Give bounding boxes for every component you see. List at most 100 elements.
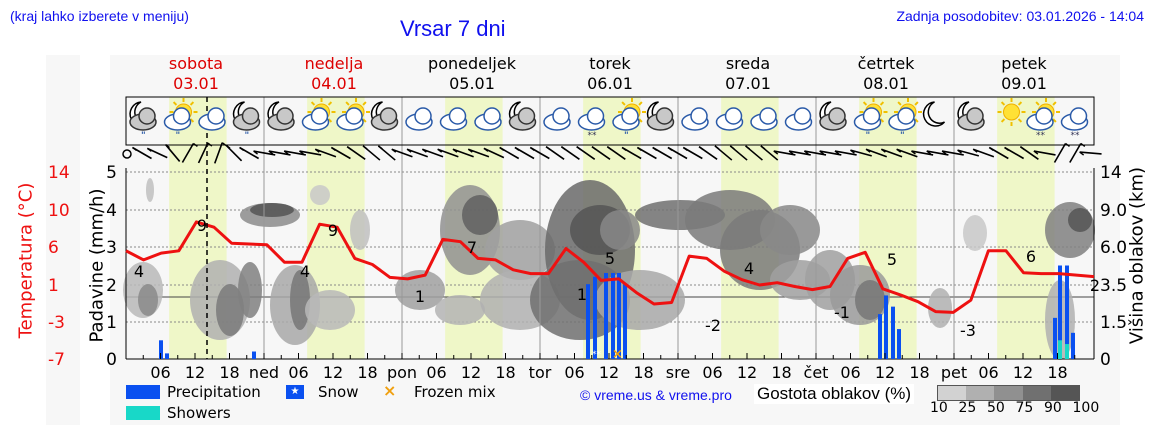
svg-text:1: 1 bbox=[106, 313, 117, 333]
night-cloud-icon bbox=[508, 101, 537, 131]
precipitation-bars: ** × bbox=[159, 265, 1075, 362]
temp-axis-panel bbox=[46, 55, 80, 425]
svg-text:-3: -3 bbox=[48, 313, 65, 333]
precip-bar bbox=[897, 329, 901, 359]
showers-legend-swatch bbox=[126, 406, 160, 420]
cloud-blob bbox=[963, 215, 987, 251]
cloud-blob bbox=[350, 210, 370, 250]
cloudy-icon bbox=[405, 107, 433, 131]
day-separators bbox=[263, 97, 955, 359]
temp-point-label: 6 bbox=[1026, 247, 1036, 266]
cloud-blob bbox=[435, 295, 485, 325]
svg-text:12: 12 bbox=[875, 363, 895, 382]
cloudy-icon bbox=[750, 107, 778, 131]
density-tick: 75 bbox=[1015, 400, 1034, 416]
svg-text:": " bbox=[176, 131, 181, 141]
svg-text:12: 12 bbox=[323, 363, 343, 382]
night-cloud-icon bbox=[646, 101, 675, 131]
cloud-blob bbox=[305, 290, 355, 330]
cloud-snow-icon: ** bbox=[1060, 107, 1089, 141]
temp-point-label: 5 bbox=[887, 250, 897, 269]
night-cloud-icon bbox=[819, 101, 847, 131]
svg-text:06: 06 bbox=[288, 363, 308, 382]
location-hint: (kraj lahko izberete v meniju) bbox=[10, 8, 189, 24]
svg-text:9.0: 9.0 bbox=[1100, 201, 1127, 221]
last-update: Zadnja posodobitev: 03.01.2026 - 14:04 bbox=[896, 8, 1144, 24]
precip-bar bbox=[617, 272, 621, 359]
temp-point-label: 9 bbox=[197, 216, 207, 235]
precipitation-legend-swatch bbox=[126, 385, 160, 399]
page-title: Vrsar 7 dni bbox=[400, 16, 506, 41]
svg-text:18: 18 bbox=[909, 363, 929, 382]
daylight-band bbox=[997, 97, 1055, 359]
precip-bar bbox=[1053, 317, 1057, 359]
day-label: nedelja 04.01 bbox=[304, 54, 364, 93]
svg-text:": " bbox=[900, 131, 905, 141]
frozen-mix-legend-label: Frozen mix bbox=[414, 383, 496, 401]
cloud-density-ticks: 10 25 50 75 90 100 bbox=[930, 400, 1110, 418]
snow-icon: ★ bbox=[286, 385, 304, 399]
svg-text:12: 12 bbox=[185, 363, 205, 382]
svg-text:tor: tor bbox=[529, 363, 552, 382]
cloudy-icon bbox=[474, 107, 502, 131]
day-label: ponedeljek 05.01 bbox=[428, 54, 516, 93]
svg-text:pon: pon bbox=[387, 363, 417, 382]
svg-text:1: 1 bbox=[48, 276, 59, 296]
cloudy-icon bbox=[439, 107, 468, 131]
svg-text:12: 12 bbox=[737, 363, 757, 382]
svg-text:06: 06 bbox=[150, 363, 170, 382]
cloud-sleet-icon: ** bbox=[577, 107, 606, 141]
day-label: četrtek 08.01 bbox=[857, 54, 915, 93]
svg-text:pet: pet bbox=[941, 363, 967, 382]
svg-text:06: 06 bbox=[978, 363, 998, 382]
svg-text:06: 06 bbox=[564, 363, 584, 382]
temp-point-label: 9 bbox=[328, 221, 338, 240]
temp-point-label: 4 bbox=[744, 259, 754, 278]
icon-row-frame bbox=[125, 96, 1095, 146]
wind-barbs bbox=[122, 142, 1102, 164]
precip-bar bbox=[884, 295, 888, 359]
x-axis-ticks: 06 12 18 ned 06 12 18 pon 06 12 18 tor 06 12 18 sre 06 12… bbox=[142, 353, 1076, 382]
svg-text:06: 06 bbox=[840, 363, 860, 382]
density-swatch bbox=[1050, 386, 1080, 400]
density-tick: 50 bbox=[987, 400, 1005, 416]
density-swatch bbox=[938, 386, 967, 400]
day-label: sobota 03.01 bbox=[168, 54, 224, 93]
cloudy-icon bbox=[715, 107, 744, 131]
svg-text:": " bbox=[624, 131, 629, 141]
night-cloud-icon bbox=[957, 101, 985, 131]
precip-bar bbox=[165, 353, 169, 359]
day-label: sreda 07.01 bbox=[725, 54, 771, 93]
copyright-link[interactable]: © vreme.us & vreme.pro bbox=[580, 387, 732, 403]
density-tick: 10 bbox=[930, 400, 948, 416]
svg-text:10: 10 bbox=[48, 201, 70, 221]
temp-point-label: -1 bbox=[834, 303, 850, 322]
precip-bar bbox=[1071, 332, 1075, 359]
sun-cloud-rain-icon: " bbox=[163, 98, 198, 141]
precipitation-legend-label: Precipitation bbox=[167, 383, 261, 401]
snow-legend-label: Snow bbox=[318, 383, 359, 401]
sun-cloud-rain-icon: " bbox=[612, 98, 646, 141]
cloud-blob bbox=[1045, 202, 1095, 258]
cloud-blob bbox=[146, 178, 154, 202]
night-cloud-rain-icon: " bbox=[232, 101, 261, 141]
svg-text:3: 3 bbox=[106, 238, 117, 258]
temp-point-label: 5 bbox=[605, 249, 615, 268]
svg-text:-7: -7 bbox=[48, 350, 65, 370]
sun-cloud-rain-icon: " bbox=[853, 98, 888, 141]
precip-bar bbox=[1065, 265, 1069, 359]
svg-text:ned: ned bbox=[249, 363, 279, 382]
precip-bar bbox=[623, 284, 627, 359]
density-swatch bbox=[994, 386, 1023, 400]
cloudy-icon bbox=[543, 107, 571, 131]
sun-icon bbox=[997, 98, 1026, 126]
cloud-blob bbox=[760, 205, 820, 255]
cloud-blob bbox=[855, 280, 885, 320]
cloud-blob bbox=[238, 262, 262, 318]
svg-text:12: 12 bbox=[461, 363, 481, 382]
svg-text:×: × bbox=[612, 347, 623, 362]
cloud-density-scale bbox=[937, 385, 1080, 401]
night-cloud-rain-icon: " bbox=[129, 101, 157, 141]
